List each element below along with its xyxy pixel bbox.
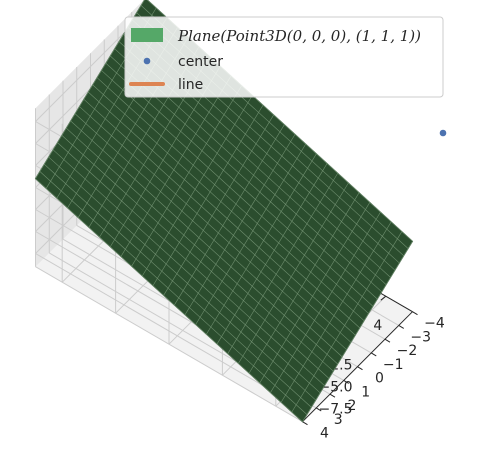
plane-mesh-line <box>79 106 347 350</box>
y-tick-mark <box>315 407 322 412</box>
legend: Plane(Point3D(0, 0, 0), (1, 1, 1)) cente… <box>124 16 444 98</box>
plane-mesh-line <box>52 149 321 394</box>
y-tick-label: 2 <box>348 398 357 414</box>
legend-line-label: line <box>178 77 203 93</box>
plane-mesh-line <box>174 124 285 306</box>
plane-mesh-line <box>152 105 264 286</box>
plane-mesh-line <box>61 135 330 379</box>
y-tick-label: 3 <box>334 412 343 428</box>
plane-mesh-line <box>291 231 403 413</box>
plane-mesh-line <box>96 77 365 321</box>
plane-mesh-line <box>74 113 343 357</box>
y-tick-label: 0 <box>375 371 384 387</box>
plane-mesh-line <box>92 84 360 329</box>
plane-mesh-line <box>88 91 356 336</box>
plane-mesh-line <box>66 127 334 372</box>
plane-mesh-line <box>120 75 232 257</box>
y-tick-mark <box>329 393 336 398</box>
plane-mesh-line <box>48 156 316 401</box>
plane-mesh-line <box>280 221 392 403</box>
gridline-y-floor <box>35 266 303 423</box>
plane-mesh-line <box>238 182 349 364</box>
z-tick-label: −5.0 <box>319 380 353 396</box>
plane-mesh-line <box>105 63 374 307</box>
plane-mesh-line <box>227 173 338 354</box>
legend-plane-patch <box>131 28 163 42</box>
plane-mesh-line <box>248 192 360 374</box>
y-tick-label: 4 <box>320 426 329 442</box>
legend-center-label: center <box>178 54 223 70</box>
legend-center-marker <box>143 57 151 65</box>
gridline-z-back <box>35 253 303 409</box>
z-tick-label: −7.5 <box>319 402 353 418</box>
y-tick-label: −3 <box>410 329 431 345</box>
plane-mesh-line <box>131 85 242 267</box>
y-tick-mark <box>384 338 391 343</box>
plane-mesh-line <box>70 120 338 365</box>
plane-mesh-line <box>57 142 325 386</box>
y-tick-label: −1 <box>383 357 404 373</box>
plane-mesh-line <box>163 114 274 296</box>
y-tick-label: 1 <box>361 384 370 400</box>
plane-mesh-line <box>83 99 352 343</box>
legend-frame <box>124 16 444 98</box>
y-tick-label: −2 <box>397 343 418 359</box>
center-point <box>439 129 447 137</box>
x-tick-label: 4 <box>373 318 382 334</box>
plane-mesh-line <box>195 143 306 325</box>
plane-mesh-line <box>44 164 312 408</box>
plot-data <box>34 0 447 423</box>
plane-mesh-line <box>259 202 371 383</box>
plane-mesh-line <box>206 153 317 335</box>
legend-plane-label: Plane(Point3D(0, 0, 0), (1, 1, 1)) <box>177 27 421 45</box>
y-tick-label: −4 <box>424 316 445 332</box>
plane-mesh-line <box>101 70 369 314</box>
y-tick-mark <box>302 421 308 426</box>
plane-mesh-line <box>302 241 413 422</box>
plane-mesh-line <box>35 178 303 422</box>
y-tick-mark <box>398 325 405 329</box>
y-tick-mark <box>343 380 350 384</box>
plane-mesh-line <box>216 163 328 345</box>
y-tick-mark <box>357 366 363 371</box>
plane-mesh-line <box>142 95 253 277</box>
x-tick-mark <box>380 295 387 301</box>
plane-mesh-line <box>270 211 381 393</box>
plane-mesh-line <box>184 134 296 315</box>
plane-mesh-line <box>39 171 308 415</box>
y-tick-mark <box>370 352 377 357</box>
y-tick-mark <box>412 311 418 316</box>
